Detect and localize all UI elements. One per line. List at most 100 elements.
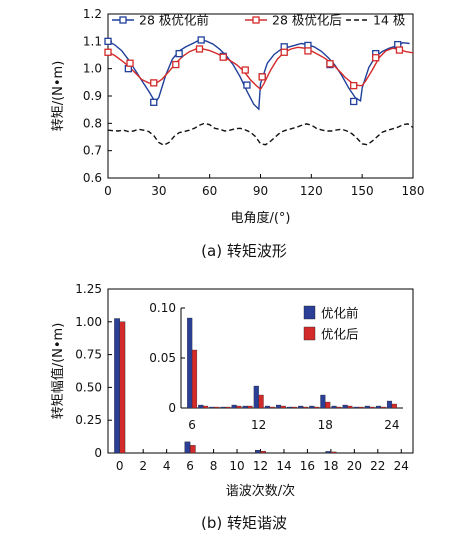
inset-bar-1	[187, 317, 193, 409]
bar-1	[325, 451, 332, 454]
x-tick-label: 22	[370, 459, 385, 473]
bar-1	[254, 450, 261, 454]
inset-bar-1	[198, 404, 204, 409]
x-tick-label: 12	[253, 459, 268, 473]
torque-waveform-chart: 0.6 0.7 0.8 0.9 1.0 1.1 1.2 0 30 60 90 120 150 180 2…	[51, 7, 424, 260]
x-tick-label: 4	[163, 459, 171, 473]
x-tick-label: 0	[104, 184, 112, 198]
x-tick-label: 60	[202, 184, 217, 198]
torque-harmonics-chart: 00.250.500.751.001.25 0 2 4 6 8 10 12 14 16 18 20 2…	[50, 282, 414, 532]
inset-bar-2	[314, 406, 320, 409]
inset-bar-1	[287, 406, 293, 409]
y-axis-ticks-a: 0.6 0.7 0.8 0.9 1.0 1.1 1.2	[83, 7, 112, 185]
legend-marker-2	[252, 16, 260, 24]
bar-2	[330, 451, 337, 454]
x-tick-label: 180	[402, 184, 425, 198]
data-point-marker	[372, 54, 380, 62]
series-lines-a	[107, 39, 414, 146]
inset-bar-1	[320, 394, 326, 409]
x-tick-label: 2	[139, 459, 147, 473]
data-point-marker	[104, 37, 112, 45]
x-tick-label: 30	[151, 184, 166, 198]
inset-bar-2	[391, 403, 397, 409]
legend-swatch-2	[303, 326, 316, 341]
inset-bar-2	[369, 406, 375, 409]
inset-bar-1	[275, 404, 282, 409]
x-tick-label: 24	[394, 459, 409, 473]
bars-b	[114, 318, 337, 454]
inset-bar-2	[380, 406, 386, 409]
y-tick-label: 1.00	[75, 315, 102, 329]
inset-bar-2	[269, 406, 275, 409]
inset-bar-2	[291, 406, 297, 409]
y-tick-label: 1.1	[83, 34, 102, 48]
plot-area-a	[107, 13, 414, 179]
data-point-marker	[350, 81, 358, 90]
inset-bar-1	[375, 405, 381, 409]
data-point-marker	[350, 97, 358, 106]
y-tick-label: 0.75	[75, 348, 102, 362]
data-point-marker	[104, 48, 112, 56]
inset-x-tick-label: 6	[188, 418, 196, 432]
y-axis-label-b: 转矩幅值/(N•m)	[50, 323, 66, 420]
data-point-marker	[172, 60, 180, 69]
inset-bar-1	[309, 405, 315, 409]
y-tick-label: 1.25	[75, 282, 102, 296]
y-tick-label: 1.2	[83, 7, 102, 21]
legend-label-3: 14 极	[373, 13, 406, 28]
inset-bar-2	[280, 405, 286, 409]
x-tick-label: 150	[351, 184, 374, 198]
inset-bar-2	[336, 406, 342, 409]
data-point-marker	[197, 36, 205, 44]
y-axis-ticks-b: 0 0.25 0.50 0.75 1.00 1.25	[75, 282, 112, 460]
data-point-marker	[219, 53, 227, 61]
inset-bar-2	[236, 405, 242, 409]
data-point-marker	[326, 60, 334, 68]
data-point-marker	[241, 66, 249, 74]
y-tick-label: 0	[94, 446, 102, 460]
inset-y-tick-label: 0.05	[149, 351, 176, 365]
bar-2	[260, 450, 267, 454]
inset-bar-1	[386, 400, 393, 409]
caption-b: (b) 转矩谐波	[201, 514, 287, 532]
data-point-marker	[175, 49, 183, 58]
inset-bar-2	[214, 406, 220, 409]
inset-bar-2	[247, 405, 253, 409]
inset-bar-2	[191, 349, 198, 409]
y-tick-label: 0.7	[83, 144, 102, 158]
x-tick-label: 16	[300, 459, 315, 473]
inset-bar-1	[209, 406, 215, 409]
inset-x-tick-label: 18	[318, 418, 333, 432]
legend-label-1: 28 极优化前	[139, 13, 209, 28]
inset-bar-2	[325, 401, 331, 409]
y-tick-label: 1.0	[83, 62, 102, 76]
data-point-marker	[243, 81, 251, 89]
y-tick-label: 0.6	[83, 171, 102, 185]
data-point-marker	[304, 47, 312, 55]
x-tick-label: 6	[186, 459, 194, 473]
legend-label-2: 优化后	[321, 327, 359, 342]
inset-bar-2	[258, 394, 264, 409]
data-point-marker	[195, 45, 204, 53]
series-line-2	[107, 46, 414, 91]
x-axis-label-b: 谐波次数/次	[226, 483, 295, 499]
x-tick-label: 14	[276, 459, 291, 473]
inset-bar-1	[364, 405, 370, 409]
inset-bar-2	[225, 406, 231, 409]
inset-x-tick-label: 12	[251, 418, 266, 432]
inset-y-tick-label: 0	[168, 401, 176, 415]
bar-1	[114, 318, 120, 454]
inset-bar-2	[302, 406, 309, 409]
inset-bar-1	[298, 405, 304, 409]
x-tick-label: 18	[323, 459, 338, 473]
x-tick-label: 90	[253, 184, 268, 198]
inset-bar-1	[264, 405, 270, 409]
series-markers-a	[104, 36, 404, 106]
y-tick-label: 0.9	[83, 89, 102, 103]
x-axis-ticks-b: 0 2 4 6 8 10 12 14 16 18 20 22 24	[116, 449, 409, 473]
legend-label-1: 优化前	[321, 306, 359, 321]
data-point-marker	[280, 48, 288, 56]
inset-bar-1	[342, 404, 348, 409]
